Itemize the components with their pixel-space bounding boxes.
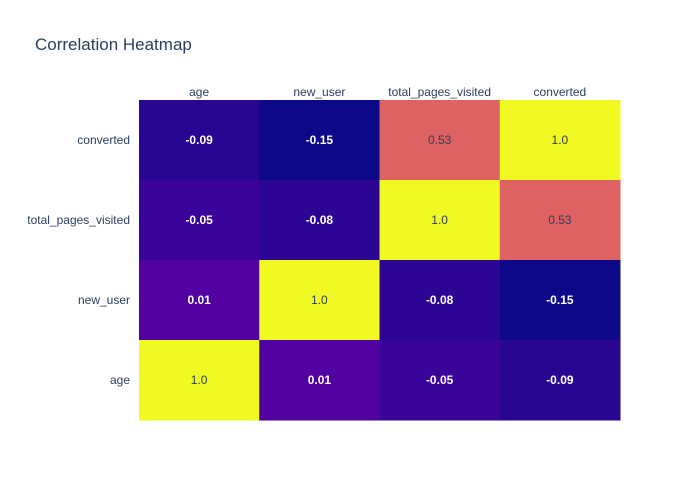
- heatmap-cell-converted-converted: [499, 100, 621, 181]
- y-tick-label: new_user: [78, 293, 130, 307]
- heatmap-cell-total_pages_visited-converted: [499, 180, 621, 261]
- y-tick-label: converted: [77, 133, 130, 147]
- heatmap-cells: -0.09 -0.15 0.53 1.0 -0.05 -0.08 1.0 0.53 0.01 1.…: [139, 100, 621, 421]
- heatmap-cell-label: -0.09: [546, 373, 574, 387]
- y-tick-label: total_pages_visited: [27, 213, 130, 227]
- heatmap-cell-label: 1.0: [311, 293, 328, 307]
- heatmap-cell-age-converted: [499, 340, 621, 421]
- heatmap-cell-label: 0.01: [308, 373, 332, 387]
- heatmap-cell-converted-new_user: [259, 100, 380, 181]
- heatmap-cell-converted-age: [139, 100, 260, 181]
- x-tick-label: age: [189, 85, 209, 99]
- heatmap-cell-label: 1.0: [191, 373, 208, 387]
- x-axis-tick-labels: age new_user total_pages_visited converted: [189, 85, 586, 99]
- heatmap-cell-total_pages_visited-age: [139, 180, 260, 261]
- heatmap-cell-total_pages_visited-total_pages_visited: [379, 180, 501, 261]
- heatmap-cell-new_user-age: [139, 260, 260, 341]
- x-tick-label: new_user: [293, 85, 345, 99]
- heatmap-cell-new_user-new_user: [259, 260, 380, 341]
- chart-title: Correlation Heatmap: [35, 35, 192, 54]
- heatmap-cell-age-age: [139, 340, 260, 421]
- heatmap-cell-label: -0.05: [426, 373, 454, 387]
- heatmap-cell-label: -0.15: [306, 133, 334, 147]
- x-tick-label: converted: [534, 85, 587, 99]
- x-tick-label: total_pages_visited: [388, 85, 491, 99]
- heatmap-cell-label: 0.53: [548, 213, 572, 227]
- heatmap-cell-label: -0.08: [306, 213, 334, 227]
- heatmap-cell-converted-total_pages_visited: [379, 100, 501, 181]
- heatmap-cell-new_user-total_pages_visited: [379, 260, 501, 341]
- heatmap-cell-label: -0.15: [546, 293, 574, 307]
- heatmap-cell-total_pages_visited-new_user: [259, 180, 380, 261]
- heatmap-cell-label: -0.09: [185, 133, 213, 147]
- heatmap-cell-label: 0.01: [187, 293, 211, 307]
- heatmap-cell-label: 1.0: [552, 133, 569, 147]
- heatmap-cell-label: -0.08: [426, 293, 454, 307]
- heatmap-cell-age-total_pages_visited: [379, 340, 501, 421]
- heatmap-cell-label: 1.0: [431, 213, 448, 227]
- heatmap-cell-label: -0.05: [185, 213, 213, 227]
- heatmap-cell-label: 0.53: [428, 133, 452, 147]
- heatmap-cell-new_user-converted: [499, 260, 621, 341]
- y-tick-label: age: [110, 373, 130, 387]
- heatmap-cell-age-new_user: [259, 340, 380, 421]
